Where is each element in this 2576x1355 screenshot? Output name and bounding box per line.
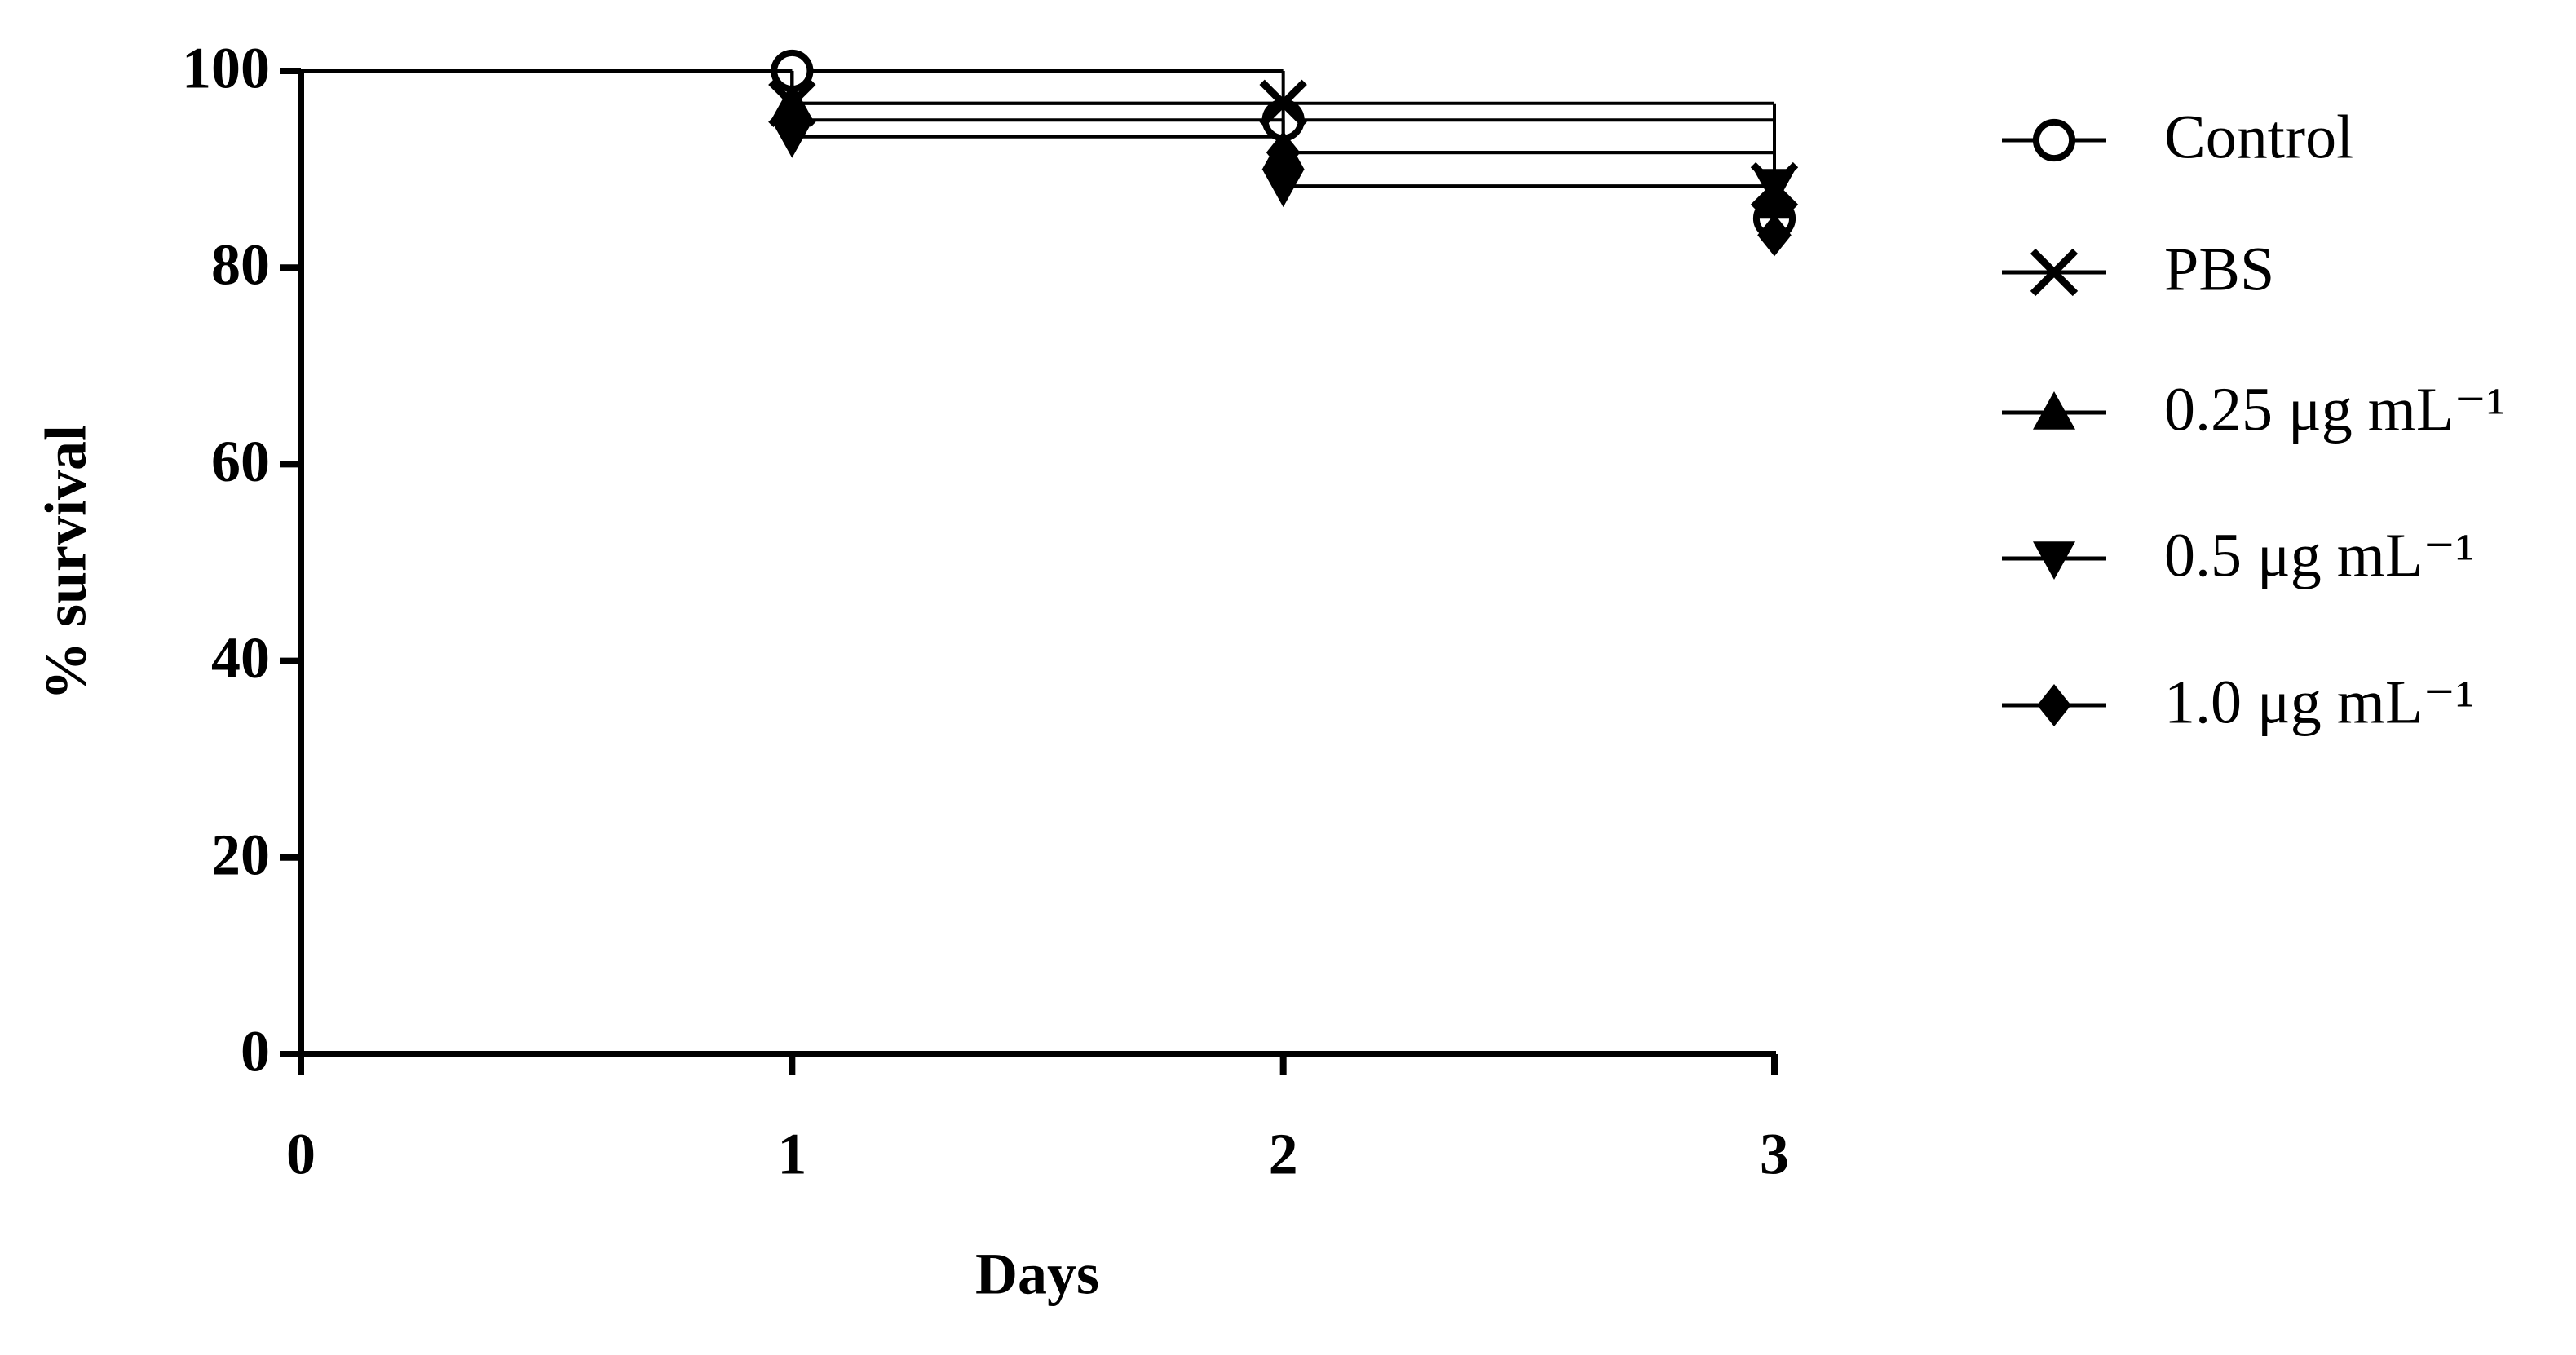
marker bbox=[775, 99, 810, 142]
marker bbox=[1266, 131, 1301, 174]
y-axis-title: % survival bbox=[33, 425, 99, 700]
y-tick-label: 40 bbox=[211, 625, 270, 691]
legend-label: 0.5 μg mL⁻¹ bbox=[2164, 521, 2474, 589]
y-tick-label: 20 bbox=[211, 822, 270, 887]
legend-marker bbox=[2033, 391, 2075, 430]
marker bbox=[1261, 169, 1305, 208]
legend-marker bbox=[2033, 541, 2075, 580]
legend-label: 1.0 μg mL⁻¹ bbox=[2164, 668, 2474, 736]
legend-label: 0.25 μg mL⁻¹ bbox=[2164, 375, 2505, 444]
x-tick-label: 2 bbox=[1269, 1122, 1298, 1187]
x-tick-label: 1 bbox=[777, 1122, 806, 1187]
legend-marker bbox=[2037, 684, 2071, 726]
y-tick-label: 80 bbox=[211, 232, 270, 298]
y-tick-label: 100 bbox=[182, 36, 270, 101]
legend-marker bbox=[2032, 118, 2076, 162]
y-tick-label: 0 bbox=[241, 1019, 270, 1084]
x-tick-label: 3 bbox=[1760, 1122, 1789, 1187]
legend-marker bbox=[2030, 248, 2079, 297]
marker bbox=[1757, 214, 1792, 257]
x-tick-label: 0 bbox=[286, 1122, 316, 1187]
x-axis-title: Days bbox=[975, 1242, 1099, 1307]
legend-label: Control bbox=[2164, 103, 2353, 171]
legend-label: PBS bbox=[2164, 235, 2274, 303]
y-tick-label: 60 bbox=[211, 429, 270, 494]
